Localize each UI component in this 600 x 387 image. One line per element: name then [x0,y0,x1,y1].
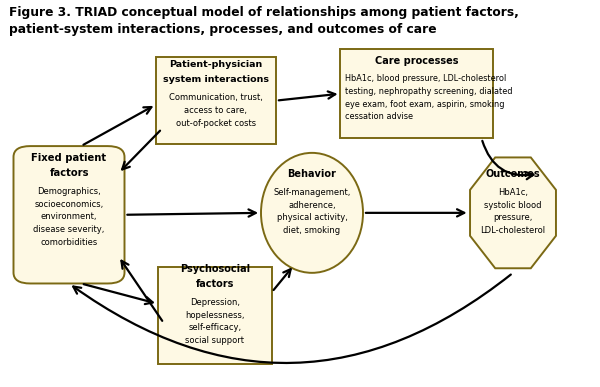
Bar [158,267,272,364]
Text: eye exam, foot exam, aspirin, smoking: eye exam, foot exam, aspirin, smoking [346,99,505,109]
Text: environment,: environment, [41,212,97,221]
Text: Self-management,: Self-management, [274,188,350,197]
Text: patient-system interactions, processes, and outcomes of care: patient-system interactions, processes, … [9,23,437,36]
Text: Communication, trust,: Communication, trust, [169,93,263,102]
Text: Care processes: Care processes [375,56,459,66]
Ellipse shape [261,153,363,273]
Text: self-efficacy,: self-efficacy, [188,323,241,332]
Text: comorbidities: comorbidities [40,238,98,247]
Text: out-of-pocket costs: out-of-pocket costs [176,119,256,128]
Bar [340,49,493,138]
Text: access to care,: access to care, [185,106,248,115]
Text: system interactions: system interactions [163,75,269,84]
Text: HbA1c, blood pressure, LDL-cholesterol: HbA1c, blood pressure, LDL-cholesterol [346,74,506,83]
FancyBboxPatch shape [14,146,125,283]
Text: testing, nephropathy screening, dialated: testing, nephropathy screening, dialated [346,87,513,96]
Text: pressure,: pressure, [493,213,533,223]
Text: Patient-physician: Patient-physician [169,60,263,69]
Text: disease severity,: disease severity, [34,225,104,234]
Text: systolic blood: systolic blood [484,200,542,210]
Text: social support: social support [185,336,244,345]
Text: socioeconomics,: socioeconomics, [34,200,104,209]
Text: diet, smoking: diet, smoking [283,226,341,235]
Text: factors: factors [49,168,89,178]
Text: Psychosocial: Psychosocial [180,264,250,274]
Text: Figure 3. TRIAD conceptual model of relationships among patient factors,: Figure 3. TRIAD conceptual model of rela… [9,6,519,19]
Text: Depression,: Depression, [190,298,240,307]
Text: Demographics,: Demographics, [37,187,101,196]
Text: LDL-cholesterol: LDL-cholesterol [481,226,545,235]
Text: cessation advise: cessation advise [346,112,413,122]
Text: Behavior: Behavior [287,169,337,179]
Text: Outcomes: Outcomes [485,169,541,179]
Text: factors: factors [196,279,234,289]
Text: hopelessness,: hopelessness, [185,310,245,320]
Polygon shape [470,158,556,268]
Text: HbA1c,: HbA1c, [498,188,528,197]
Text: Fixed patient: Fixed patient [31,153,107,163]
Text: physical activity,: physical activity, [277,213,347,223]
Text: adherence,: adherence, [288,200,336,210]
Bar [156,57,276,144]
